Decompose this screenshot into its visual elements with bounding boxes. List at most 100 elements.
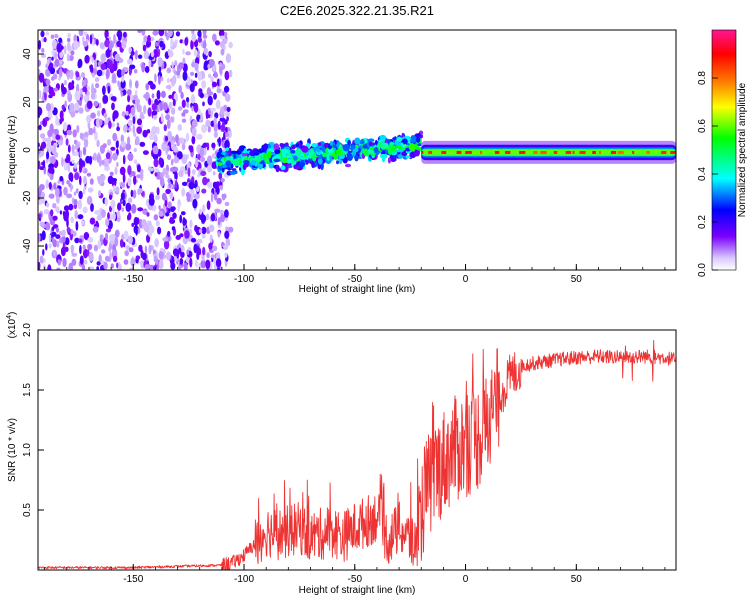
spectrogram-speck: [127, 177, 132, 187]
spectrogram-speck: [67, 41, 71, 52]
spectrogram-speck: [141, 30, 146, 36]
spectrogram-speck: [181, 137, 185, 144]
spectrogram-speck: [159, 40, 164, 48]
spectrogram-speck: [180, 244, 184, 250]
spectrogram-speck: [188, 181, 195, 190]
spectrogram-speck: [77, 199, 83, 210]
spectrogram-speck: [130, 50, 135, 56]
spectrogram-speck: [61, 235, 66, 243]
spectrogram-speck: [379, 153, 387, 159]
spectrogram-speck: [184, 170, 188, 175]
spectrogram-speck: [108, 243, 112, 251]
spectrogram-speck: [176, 74, 181, 79]
spectrogram-speck: [169, 217, 174, 224]
spectrogram-speck: [122, 199, 126, 207]
spectrogram-speck: [214, 112, 219, 119]
snr-x-axis: -150 -100 -50 0 50: [44, 564, 666, 585]
spectrogram-speck: [167, 130, 173, 141]
spectrogram-speck: [158, 75, 161, 85]
spectrogram-speck: [200, 170, 207, 177]
spectrogram-speck: [83, 132, 89, 137]
spectrogram-speck: [264, 156, 270, 164]
spectrogram-speck: [121, 40, 127, 50]
spectrogram-speck: [191, 119, 198, 128]
spectrogram-speck: [87, 236, 94, 243]
spectrogram-speck: [114, 229, 120, 238]
spectrogram-speck: [178, 247, 182, 255]
spectrogram-speck: [138, 218, 143, 229]
spectrogram-speck: [160, 76, 164, 82]
spectrogram-speck: [149, 133, 155, 141]
spectrogram-speck: [391, 155, 398, 159]
spectrogram-speck: [201, 124, 207, 133]
spectrogram-speck: [67, 92, 73, 103]
spectrogram-speck: [154, 238, 159, 248]
spectrogram-speck: [67, 162, 71, 172]
spectrogram-speck: [195, 245, 200, 253]
snr-x-tick-label: -100: [234, 574, 254, 585]
spectrogram-speck: [38, 72, 45, 83]
spectrogram-speck: [251, 159, 256, 166]
spectrogram-speck: [138, 244, 143, 252]
spectrogram-speck: [52, 239, 58, 248]
spectrogram-speck: [104, 255, 110, 262]
spectrogram-speck: [166, 77, 170, 84]
spectrogram-speck: [145, 83, 149, 91]
colorbar-tick-label: 0.4: [697, 167, 708, 181]
spectrogram-speck: [61, 86, 67, 95]
snr-scale-prefix: (x10: [7, 318, 18, 338]
spectrogram-speck: [93, 244, 98, 252]
spectrogram-speck: [53, 151, 59, 158]
spectrogram-speck: [73, 191, 77, 196]
spectrogram-speck: [120, 79, 126, 89]
spectrogram-speck: [213, 117, 217, 126]
snr-scale-suffix: ): [7, 312, 18, 315]
spectrogram-speck: [80, 220, 85, 226]
spectrogram-speck: [147, 34, 151, 44]
spectrogram-speck: [103, 112, 108, 119]
spectrogram-speck: [87, 243, 93, 251]
snr-y-tick-label: 1.0: [22, 443, 33, 457]
spectrogram-speck: [279, 143, 284, 147]
spectrogram-speck: [105, 152, 111, 160]
spectrogram-speck: [143, 223, 149, 232]
snr-x-tick-label: -50: [348, 574, 363, 585]
spectrogram-speck: [163, 102, 168, 111]
spectrogram-speck: [267, 148, 274, 152]
spectrogram-speck: [182, 57, 186, 65]
spectrogram-speck: [168, 49, 174, 58]
spectrogram-peak-segment: [494, 151, 500, 154]
spectrogram-speck: [286, 159, 292, 164]
spectrogram-speck: [51, 56, 54, 61]
spectrogram-speck: [130, 171, 136, 176]
spectrogram-speck: [202, 176, 208, 186]
spectrogram-speck: [219, 35, 226, 40]
spectrogram-speck: [354, 154, 359, 162]
spectrogram-speck: [56, 240, 60, 248]
spectrogram-speck: [60, 246, 66, 257]
spectrogram-peak-segment: [553, 151, 558, 154]
spectrogram-speck: [208, 242, 213, 250]
spectrogram-speck: [300, 156, 307, 160]
spectrogram-speck: [66, 218, 69, 228]
colorbar-label: Normalized spectral amplitude: [737, 82, 748, 217]
spectrogram-speck: [273, 143, 280, 151]
spectrogram-speck: [171, 61, 174, 69]
spectrogram-speck: [83, 259, 88, 265]
spectrogram-speck: [268, 162, 275, 169]
spectrogram-speck: [88, 155, 93, 165]
spectrogram-speck: [206, 155, 213, 166]
spectrogram-speck: [94, 77, 100, 83]
spectrogram-speck: [241, 152, 248, 157]
spectrogram-speck: [57, 259, 62, 266]
spectrogram-speck: [92, 226, 99, 233]
spectrogram-speck: [96, 214, 103, 221]
spectrogram-speck: [194, 62, 199, 72]
spectrogram-speck: [82, 40, 88, 47]
spectrogram-speck: [171, 107, 176, 115]
spectrogram-speck: [152, 30, 159, 36]
spectrogram-speck: [42, 137, 49, 143]
spectrogram-speck: [114, 166, 118, 175]
spectrogram-speck: [197, 173, 200, 178]
snr-y-tick-label: 0.5: [22, 503, 33, 517]
